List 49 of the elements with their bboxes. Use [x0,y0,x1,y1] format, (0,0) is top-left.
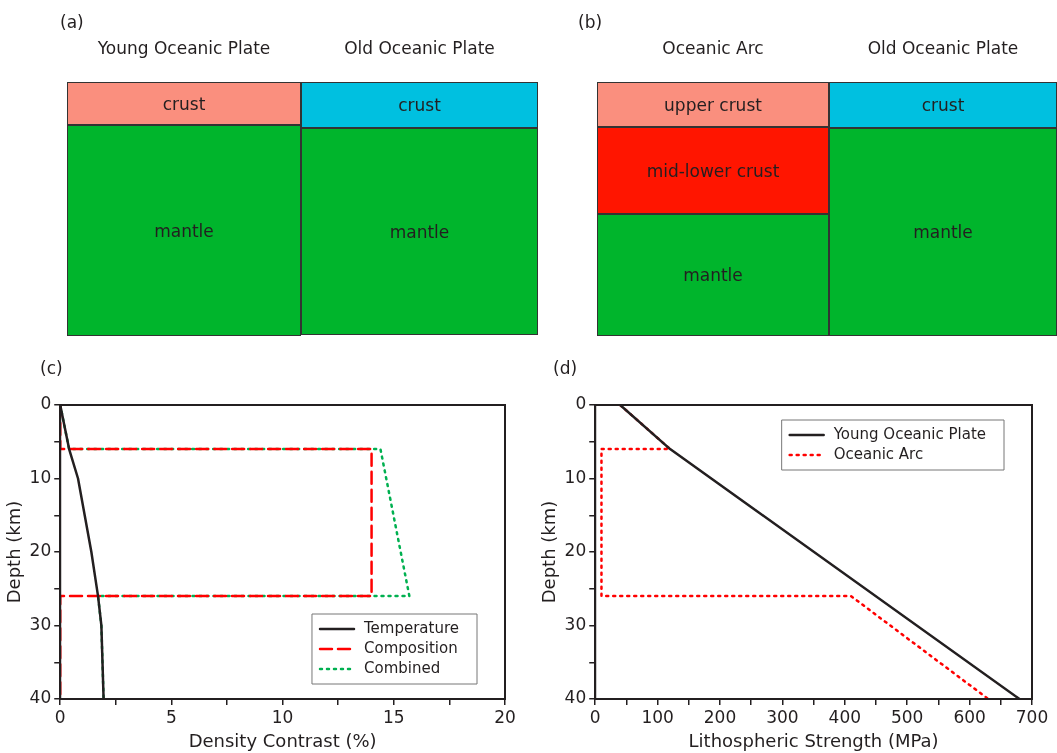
layer-block: mantle [301,128,538,335]
layer-block: mantle [829,128,1057,336]
layer-block: mantle [597,214,829,336]
layer-block: mid-lower crust [597,127,829,214]
legend-label: Temperature [362,618,460,637]
legend-label: Combined [363,658,441,677]
y-tick-label: 30 [29,613,52,634]
x-tick-label: 200 [703,706,737,727]
text: (b) [578,12,603,32]
x-tick-label: 20 [494,706,516,727]
chart-title: (d) [553,358,578,378]
y-tick-label: 0 [40,393,52,414]
y-axis-title: Depth (km) [538,500,560,604]
layer-block: crust [301,82,538,128]
y-tick-label: 40 [564,687,587,708]
x-tick-label: 5 [166,706,177,727]
x-tick-label: 500 [890,706,924,727]
y-axis-title: Depth (km) [3,500,25,604]
x-tick-label: 300 [766,706,799,727]
y-tick-label: 10 [29,466,52,487]
x-tick-label: 15 [382,706,405,727]
legend-label: Young Oceanic Plate [832,424,987,443]
text: Oceanic Arc [661,38,765,58]
y-tick-label: 0 [575,393,587,414]
x-tick-label: 10 [271,706,294,727]
x-tick-label: 0 [589,706,601,727]
y-tick-label: 10 [564,466,587,487]
y-tick-label: 20 [564,540,587,561]
x-tick-label: 0 [54,706,66,727]
y-tick-label: 20 [29,540,52,561]
layer-block: crust [67,82,301,125]
y-tick-label: 40 [29,687,52,708]
x-tick-label: 600 [953,706,986,727]
x-axis-title: Density Contrast (%) [188,729,377,751]
legend-label: Oceanic Arc [833,444,924,463]
text: Young Oceanic Plate [96,38,272,58]
y-tick-label: 30 [564,613,587,634]
layer-block: upper crust [597,82,829,127]
chart-title: (c) [40,358,63,378]
layer-block: mantle [67,125,301,336]
x-tick-label: 400 [828,706,862,727]
x-tick-label: 100 [641,706,674,727]
x-axis-title: Lithospheric Strength (MPa) [688,729,939,751]
text: Old Oceanic Plate [343,38,496,58]
layer-block: crust [829,82,1057,128]
text: (a) [60,12,84,32]
text: Old Oceanic Plate [866,38,1020,58]
x-tick-label: 700 [1015,706,1049,727]
legend-label: Composition [363,638,458,657]
